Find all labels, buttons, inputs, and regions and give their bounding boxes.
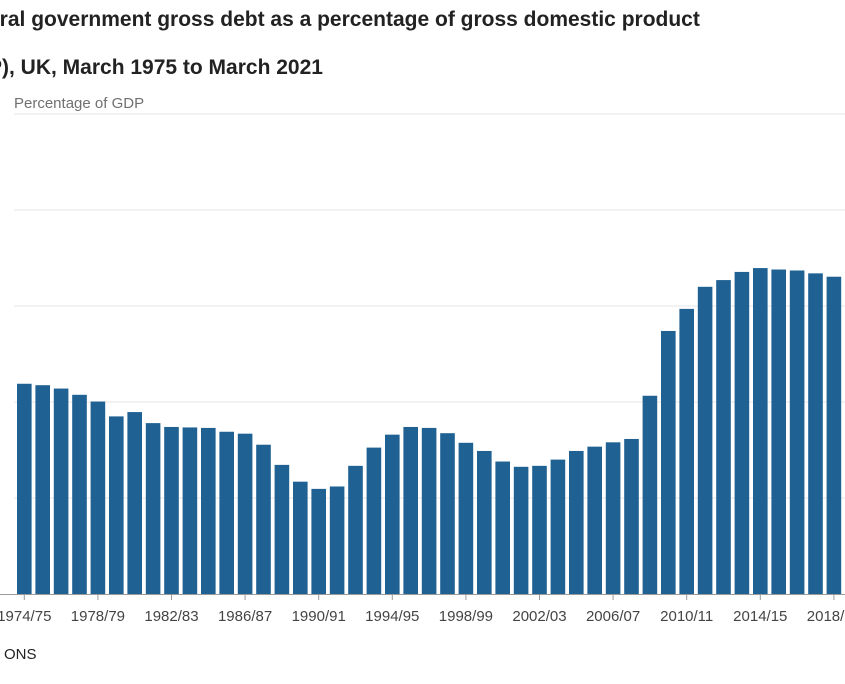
bar-1986/87 xyxy=(237,433,253,594)
bar-2000/01 xyxy=(495,461,510,594)
x-tick-label: 1990/91 xyxy=(292,608,346,625)
bar-chart: 1974/75 1978/79 1982/83 1986/87 1990/91 1994/… xyxy=(0,113,845,625)
bar-1987/88 xyxy=(256,444,271,594)
x-tick-labels: 1974/75 1978/79 1982/83 1986/87 1990/91 1994/… xyxy=(0,594,845,625)
bar-1977/78 xyxy=(72,394,87,594)
bar-2009/10 xyxy=(661,330,676,594)
bar-series xyxy=(17,268,842,594)
bar-2010/11 xyxy=(679,308,694,594)
bar-2005/06 xyxy=(587,446,602,594)
bar-1984/85 xyxy=(201,427,216,594)
bar-1983/84 xyxy=(182,427,198,594)
bar-2003/04 xyxy=(550,459,566,594)
bar-2016/17 xyxy=(789,270,805,594)
bar-1996/97 xyxy=(421,427,437,594)
bar-1997/98 xyxy=(440,433,455,594)
x-tick-label: 2006/07 xyxy=(586,608,640,625)
bar-1989/90 xyxy=(293,481,308,594)
source-note: ONS xyxy=(4,646,37,663)
bar-2014/15 xyxy=(753,268,768,594)
bar-2015/16 xyxy=(771,269,786,594)
x-tick-label: 1978/79 xyxy=(71,608,125,625)
bar-1979/80 xyxy=(109,416,124,594)
chart-title-line-2: P), UK, March 1975 to March 2021 xyxy=(0,56,323,79)
x-tick-label: 2018/19 xyxy=(807,608,845,625)
bar-1982/83 xyxy=(164,426,179,594)
chart-title-line-1: eral government gross debt as a percenta… xyxy=(0,8,700,31)
bar-1974/75 xyxy=(17,383,32,594)
bar-2007/08 xyxy=(624,438,639,594)
bar-1978/79 xyxy=(90,401,106,594)
bar-2012/13 xyxy=(716,280,731,594)
y-axis-label: Percentage of GDP xyxy=(14,95,145,112)
bar-1990/91 xyxy=(311,488,326,594)
bar-2006/07 xyxy=(605,442,621,594)
x-tick-label: 2002/03 xyxy=(512,608,566,625)
bar-2018/19 xyxy=(826,276,842,594)
bar-1981/82 xyxy=(145,423,161,594)
bar-2017/18 xyxy=(808,273,823,594)
bar-2001/02 xyxy=(513,466,529,594)
bar-2008/09 xyxy=(642,395,658,594)
x-tick-label: 1986/87 xyxy=(218,608,272,625)
bar-1999/00 xyxy=(477,450,492,594)
bar-1985/86 xyxy=(219,431,234,594)
x-tick-label: 2010/11 xyxy=(660,608,713,625)
bar-2011/12 xyxy=(697,286,713,594)
x-tick-label: 1982/83 xyxy=(144,608,198,625)
x-tick-label: 1974/75 xyxy=(0,608,51,625)
bar-2013/14 xyxy=(734,271,750,594)
x-tick-label: 1998/99 xyxy=(439,608,493,625)
bar-2004/05 xyxy=(569,450,584,594)
bar-1995/96 xyxy=(403,426,418,594)
bar-2002/03 xyxy=(532,465,547,594)
bar-1994/95 xyxy=(385,434,400,594)
bar-1980/81 xyxy=(127,412,142,594)
bar-1976/77 xyxy=(53,388,69,594)
bar-1988/89 xyxy=(274,464,290,594)
bar-1992/93 xyxy=(348,465,363,594)
bar-1998/99 xyxy=(458,442,474,594)
bar-1975/76 xyxy=(35,385,50,594)
bar-1993/94 xyxy=(366,447,382,594)
x-tick-label: 2014/15 xyxy=(733,608,787,625)
bar-1991/92 xyxy=(329,486,345,594)
x-tick-label: 1994/95 xyxy=(365,608,419,625)
